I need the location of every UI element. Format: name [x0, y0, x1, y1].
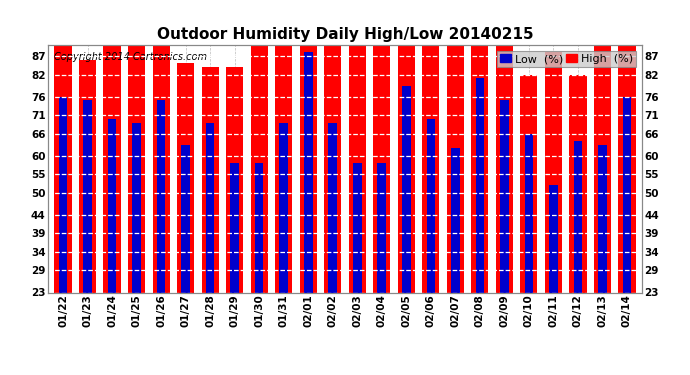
Bar: [500, 100, 509, 292]
Bar: [55, 30, 72, 292]
Bar: [177, 63, 194, 292]
Text: Copyright 2014 Cartronics.com: Copyright 2014 Cartronics.com: [55, 53, 207, 62]
Legend: Low  (%), High  (%): Low (%), High (%): [497, 51, 636, 68]
Bar: [426, 119, 435, 292]
Bar: [520, 75, 538, 292]
Bar: [324, 27, 342, 292]
Bar: [275, 27, 293, 292]
Bar: [206, 123, 215, 292]
Title: Outdoor Humidity Daily High/Low 20140215: Outdoor Humidity Daily High/Low 20140215: [157, 27, 533, 42]
Bar: [79, 60, 96, 292]
Bar: [132, 123, 141, 292]
Bar: [618, 15, 635, 292]
Bar: [299, 0, 317, 292]
Bar: [475, 78, 484, 292]
Bar: [545, 53, 562, 292]
Bar: [446, 41, 464, 292]
Bar: [422, 15, 440, 292]
Bar: [108, 119, 117, 292]
Bar: [471, 1, 489, 292]
Bar: [451, 148, 460, 292]
Bar: [377, 163, 386, 292]
Bar: [524, 134, 533, 292]
Bar: [255, 163, 264, 292]
Bar: [348, 30, 366, 292]
Bar: [157, 100, 166, 292]
Bar: [549, 185, 558, 292]
Bar: [594, 0, 611, 292]
Bar: [397, 0, 415, 292]
Bar: [201, 67, 219, 292]
Bar: [152, 0, 170, 292]
Bar: [353, 163, 362, 292]
Bar: [279, 123, 288, 292]
Bar: [230, 163, 239, 292]
Bar: [304, 53, 313, 292]
Bar: [328, 123, 337, 292]
Bar: [496, 0, 513, 292]
Bar: [373, 1, 391, 292]
Bar: [59, 97, 68, 292]
Bar: [250, 0, 268, 292]
Bar: [402, 86, 411, 292]
Bar: [181, 145, 190, 292]
Bar: [598, 145, 607, 292]
Bar: [226, 67, 244, 292]
Bar: [622, 97, 631, 292]
Bar: [573, 141, 582, 292]
Bar: [83, 100, 92, 292]
Bar: [104, 0, 121, 292]
Bar: [569, 75, 586, 292]
Bar: [128, 0, 145, 292]
